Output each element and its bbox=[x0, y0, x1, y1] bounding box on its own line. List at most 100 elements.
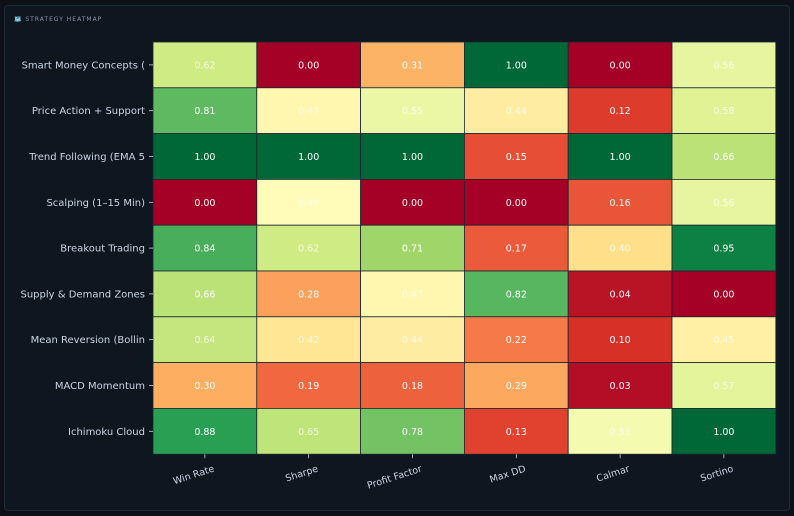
row-tick-label: Breakout Trading bbox=[60, 244, 145, 255]
cell-value-label: 0.00 bbox=[506, 198, 527, 209]
cell-value-label: 1.00 bbox=[713, 427, 734, 438]
cell-value-label: 0.44 bbox=[506, 106, 527, 117]
heatmap-cell bbox=[152, 316, 258, 363]
heatmap-cell bbox=[360, 87, 465, 135]
heatmap-cell bbox=[463, 224, 569, 272]
heatmap-cell bbox=[567, 362, 673, 409]
heatmap-cell bbox=[152, 87, 258, 135]
cell-value-label: 0.95 bbox=[713, 244, 734, 255]
cell-value-label: 0.62 bbox=[194, 60, 215, 71]
cell-value-label: 0.78 bbox=[402, 427, 423, 438]
cell-value-label: 0.65 bbox=[298, 427, 319, 438]
heatmap-cell bbox=[256, 224, 361, 272]
cell-value-label: 0.16 bbox=[610, 198, 631, 209]
heatmap-cell bbox=[463, 407, 569, 455]
column-tick-label: Win Rate bbox=[172, 464, 216, 488]
row-tick-label: Mean Reversion (Bollin bbox=[31, 335, 145, 346]
heatmap-cell bbox=[256, 87, 361, 135]
cell-value-label: 0.00 bbox=[298, 60, 319, 71]
heatmap-cell bbox=[256, 178, 361, 226]
heatmap-cell bbox=[360, 133, 465, 180]
heatmap-cell bbox=[360, 316, 465, 363]
heatmap-cell bbox=[567, 224, 673, 272]
cell-value-label: 0.47 bbox=[298, 106, 319, 117]
heatmap-cell bbox=[671, 178, 777, 226]
cell-value-label: 0.31 bbox=[402, 60, 423, 71]
column-tick-label: Max DD bbox=[488, 464, 527, 486]
cell-value-label: 0.81 bbox=[194, 106, 215, 117]
cell-value-label: 0.22 bbox=[506, 335, 527, 346]
cell-value-label: 0.03 bbox=[610, 381, 631, 392]
heatmap-cell bbox=[360, 270, 465, 318]
cell-value-label: 0.71 bbox=[402, 244, 423, 255]
column-tick-label: Calmar bbox=[595, 464, 631, 485]
heatmap-cell bbox=[463, 87, 569, 135]
cell-value-label: 0.00 bbox=[713, 289, 734, 300]
cell-value-label: 0.64 bbox=[194, 335, 215, 346]
cell-value-label: 0.82 bbox=[506, 289, 527, 300]
cell-value-label: 0.53 bbox=[610, 427, 631, 438]
heatmap-cell bbox=[463, 133, 569, 180]
cell-value-label: 0.55 bbox=[402, 106, 423, 117]
cell-value-label: 0.30 bbox=[194, 381, 215, 392]
row-tick-label: Trend Following (EMA 5 bbox=[28, 152, 145, 163]
row-tick-label: Ichimoku Cloud bbox=[68, 427, 145, 438]
cell-value-label: 0.49 bbox=[298, 198, 319, 209]
cell-value-label: 1.00 bbox=[194, 152, 215, 163]
cell-value-label: 0.45 bbox=[713, 335, 734, 346]
cell-value-label: 0.13 bbox=[506, 427, 527, 438]
cell-value-label: 0.12 bbox=[610, 106, 631, 117]
column-tick-label: Profit Factor bbox=[366, 464, 424, 492]
cell-value-label: 0.58 bbox=[713, 106, 734, 117]
column-tick-label: Sharpe bbox=[284, 464, 320, 485]
heatmap-cell bbox=[671, 224, 777, 272]
cell-value-label: 0.56 bbox=[713, 60, 734, 71]
heatmap-cell bbox=[567, 270, 673, 318]
row-tick-label: Scalping (1–15 Min) bbox=[46, 198, 145, 209]
cell-value-label: 1.00 bbox=[298, 152, 319, 163]
cell-value-label: 0.57 bbox=[713, 381, 734, 392]
heatmap-cell bbox=[152, 41, 258, 89]
heatmap-cell bbox=[567, 178, 673, 226]
heatmap-cell bbox=[671, 362, 777, 409]
cell-value-label: 0.44 bbox=[402, 335, 423, 346]
cell-value-label: 0.47 bbox=[402, 289, 423, 300]
row-tick-label: Price Action + Support bbox=[32, 106, 145, 117]
cell-value-label: 0.04 bbox=[610, 289, 631, 300]
cell-value-label: 1.00 bbox=[402, 152, 423, 163]
heatmap-cell bbox=[671, 270, 777, 318]
row-tick-label: Smart Money Concepts ( bbox=[22, 60, 146, 71]
heatmap-cell bbox=[256, 133, 361, 180]
cell-value-label: 0.66 bbox=[713, 152, 734, 163]
column-tick-label: Sortino bbox=[699, 464, 735, 485]
heatmap-cell bbox=[567, 407, 673, 455]
heatmap-cell bbox=[567, 133, 673, 180]
cell-value-label: 0.42 bbox=[298, 335, 319, 346]
cell-value-label: 0.00 bbox=[194, 198, 215, 209]
cell-value-label: 0.66 bbox=[194, 289, 215, 300]
cell-value-label: 1.00 bbox=[610, 152, 631, 163]
cell-value-label: 0.84 bbox=[194, 244, 215, 255]
cell-value-label: 1.00 bbox=[506, 60, 527, 71]
heatmap-cell bbox=[360, 224, 465, 272]
heatmap-cell bbox=[567, 87, 673, 135]
cell-value-label: 0.62 bbox=[298, 244, 319, 255]
heatmap-cell bbox=[360, 407, 465, 455]
cell-value-label: 0.88 bbox=[194, 427, 215, 438]
heatmap-cell bbox=[463, 362, 569, 409]
cell-value-label: 0.00 bbox=[402, 198, 423, 209]
cell-value-label: 0.10 bbox=[610, 335, 631, 346]
heatmap-cell bbox=[671, 133, 777, 180]
heatmap-cell bbox=[463, 178, 569, 226]
row-tick-label: Supply & Demand Zones bbox=[21, 289, 146, 300]
heatmap-cell bbox=[152, 178, 258, 226]
heatmap-cell bbox=[152, 407, 258, 455]
heatmap-cell bbox=[671, 407, 777, 455]
cell-value-label: 0.15 bbox=[506, 152, 527, 163]
panel-title: 🗺️ STRATEGY HEATMAP bbox=[14, 16, 103, 23]
heatmap-cell bbox=[256, 270, 361, 318]
cell-value-label: 0.17 bbox=[506, 244, 527, 255]
cell-value-label: 0.40 bbox=[610, 244, 631, 255]
cell-value-label: 0.00 bbox=[610, 60, 631, 71]
